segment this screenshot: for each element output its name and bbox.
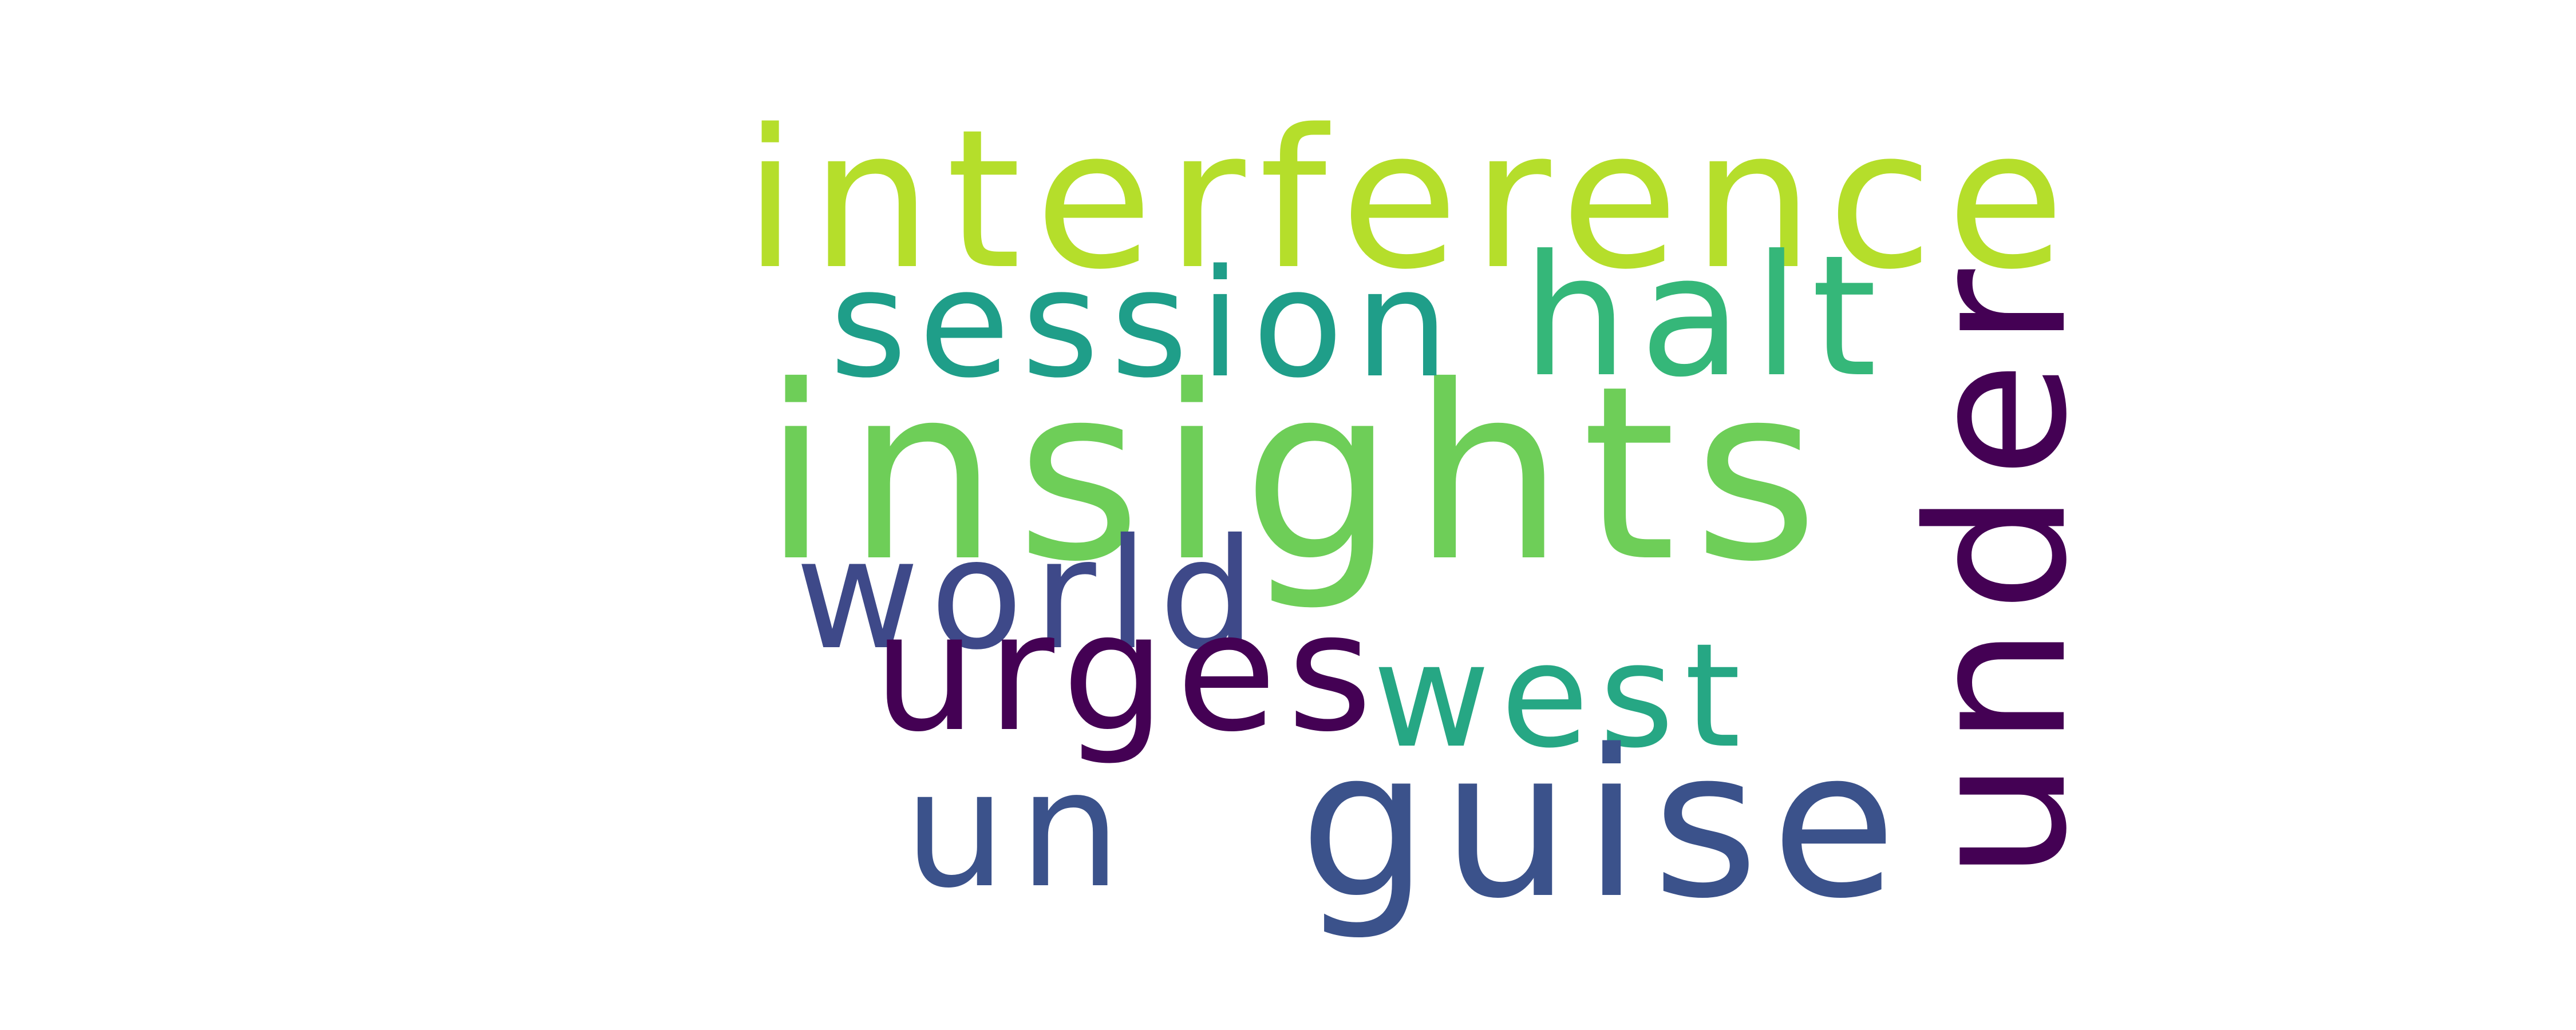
word-session: session <box>829 238 1461 411</box>
word-interference: interference <box>744 89 2079 312</box>
word-un: un <box>904 735 1134 924</box>
word-world: world <box>795 506 1266 683</box>
word-guise: guise <box>1299 706 1910 943</box>
word-insights: insights <box>762 335 1836 615</box>
word-under: under <box>1888 255 2109 881</box>
word-halt: halt <box>1522 219 1888 414</box>
word-urges: urges <box>873 578 1383 768</box>
word-west: west <box>1373 613 1751 780</box>
